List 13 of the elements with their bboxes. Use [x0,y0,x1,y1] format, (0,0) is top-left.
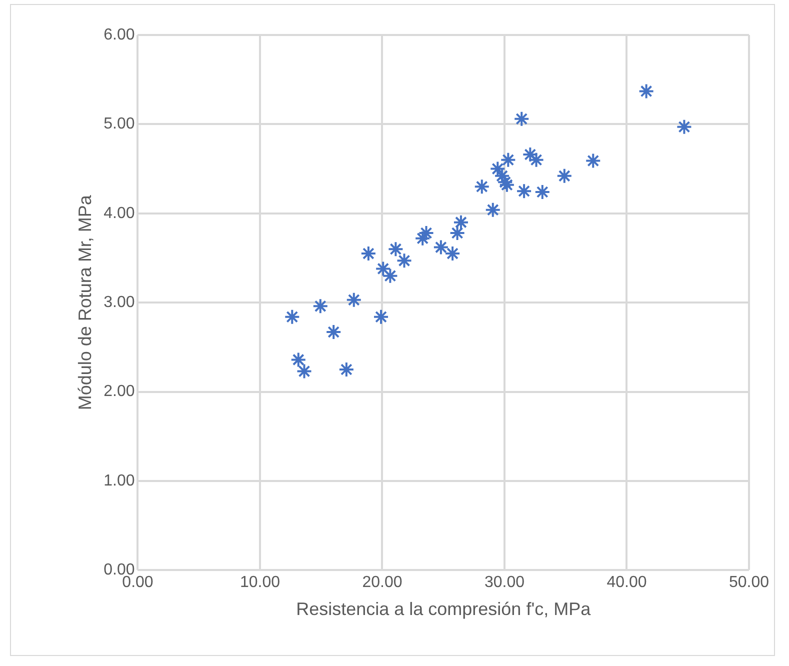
y-tick-label: 2.00 [104,383,135,400]
x-tick-label: 10.00 [240,574,280,592]
y-axis-title: Módulo de Rotura Mr, MPa [74,194,95,410]
y-tick-label: 6.00 [104,26,135,44]
y-tick-label: 3.00 [104,294,135,312]
y-tick-label: 5.00 [104,116,135,133]
x-tick-label: 20.00 [362,574,402,592]
x-axis-title: Resistencia a la compresión f'c, MPa [296,599,592,620]
x-tick-label: 30.00 [484,574,525,592]
y-tick-label: 1.00 [104,472,135,490]
x-tick-label: 40.00 [606,574,647,592]
x-tick-label: 50.00 [728,574,770,592]
y-tick-label: 4.00 [104,204,135,222]
